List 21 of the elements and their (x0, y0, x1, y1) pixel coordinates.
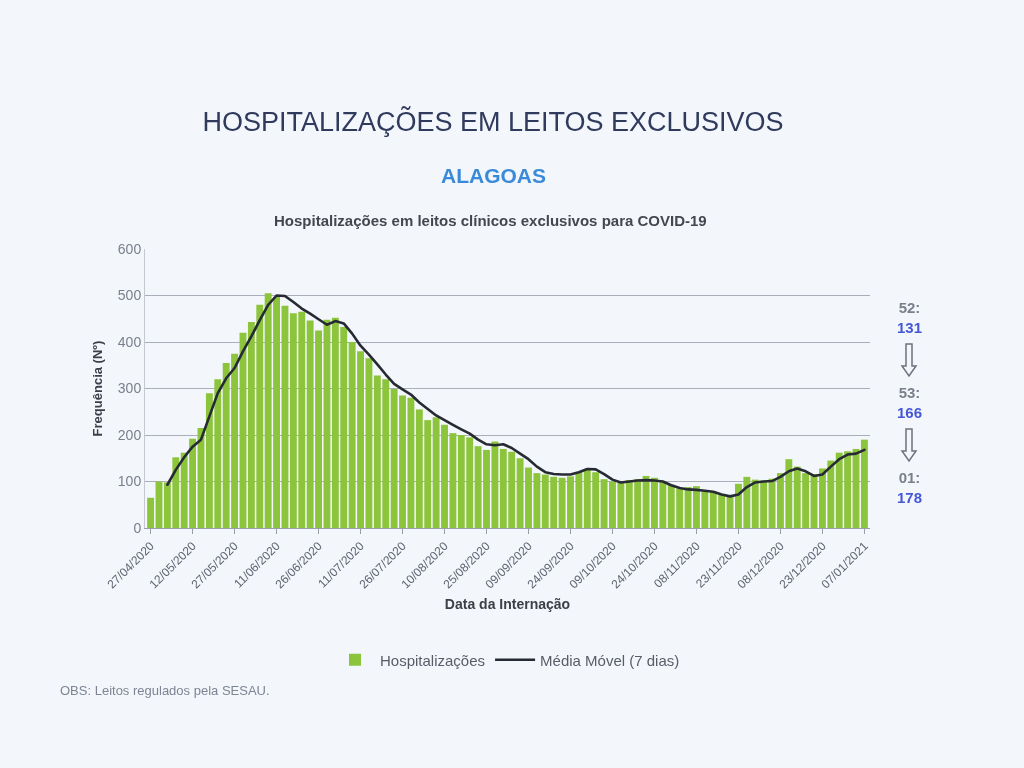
bar (147, 497, 155, 528)
legend-label: Média Móvel (7 dias) (540, 651, 680, 669)
legend-label: Hospitalizações (380, 651, 486, 669)
chart-subtitle: ALAGOAS (441, 164, 546, 187)
bar (860, 439, 868, 528)
y-tick-label: 100 (117, 473, 142, 490)
line-series (166, 294, 866, 498)
text: OBS: Leitos regulados pela SESAU. (60, 683, 270, 698)
text: 52: 131 (897, 299, 923, 336)
y-tick-label: 600 (117, 240, 142, 257)
y-tick-label: 500 (117, 287, 142, 304)
y-tick-label: 300 (117, 380, 142, 397)
text: 53: 166 (897, 384, 923, 421)
chart-title: HOSPITALIZAÇÕES EM LEITOS EXCLUSIVOS (202, 106, 784, 138)
y-tick-label: 0 (133, 519, 142, 536)
y-axis-title: Frequência (Nº) (89, 340, 105, 437)
text: 01: 178 (897, 469, 923, 506)
text: Hospitalizações em leitos clínicos exclusivos para COVID-19 (274, 212, 707, 229)
y-tick-label: 400 (117, 333, 142, 350)
y-tick-label: 200 (117, 426, 142, 443)
x-axis-title: Data da Internação (444, 595, 571, 612)
